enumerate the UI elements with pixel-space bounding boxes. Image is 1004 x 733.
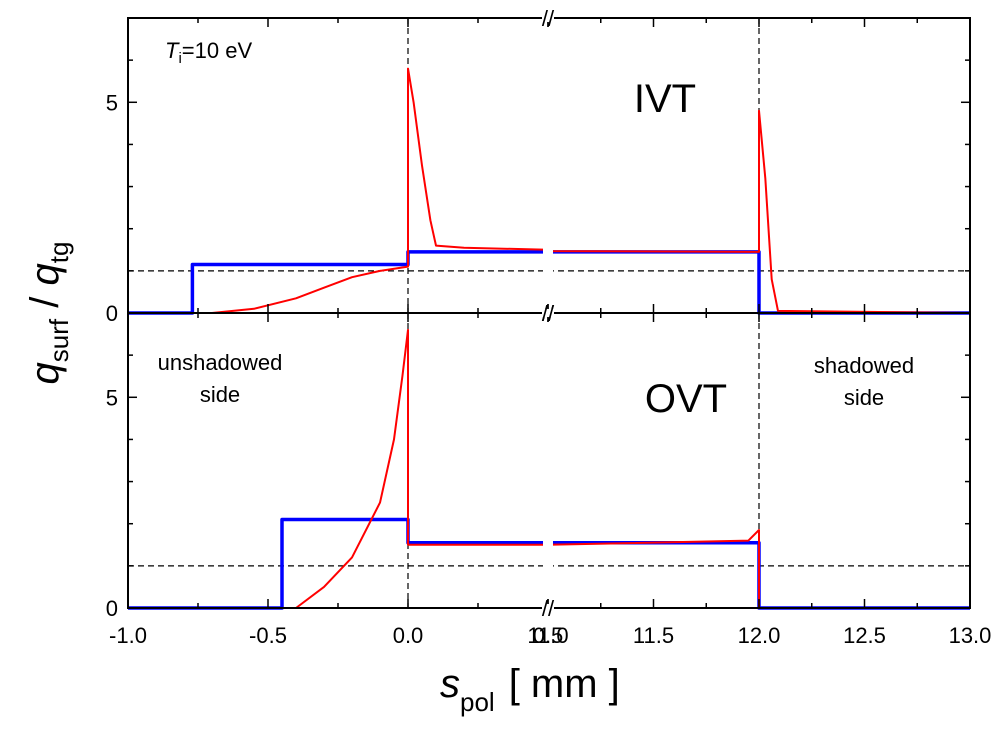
series-line-ivt-2 <box>128 67 971 314</box>
temperature-annotation: Ti=10 eV <box>165 38 252 67</box>
y-tick-label: 0 <box>106 596 118 621</box>
frame-layer: //////// <box>127 6 971 621</box>
x-tick-label: 13.0 <box>949 623 992 648</box>
x-tick-label: 12.5 <box>843 623 886 648</box>
axis-break-gap-ovt <box>543 316 553 605</box>
y-tick-label: 5 <box>106 90 118 115</box>
axis-break-gap-ivt <box>543 21 553 310</box>
axis-break-mark: // <box>542 6 555 31</box>
x-tick-label: -0.5 <box>249 623 287 648</box>
text-layer: 0 5 IVT Ti=10 eV 0 5 OVT unshadowed side shadowed… <box>23 38 991 717</box>
right-note-line: shadowed <box>814 353 914 378</box>
x-axis-title: spol[ mm ] <box>440 662 620 717</box>
x-tick-label: 0.5 <box>533 623 564 648</box>
axis-break-cover <box>542 604 554 612</box>
data-layer <box>128 21 971 610</box>
axis-break-mark: // <box>542 301 555 326</box>
series-line-ovt-2 <box>128 328 970 609</box>
panel-label-ivt: IVT <box>634 77 696 121</box>
left-note-line: side <box>200 382 240 407</box>
x-tick-label: 0.0 <box>393 623 424 648</box>
x-tick-label: 11.5 <box>633 623 674 648</box>
x-tick-label: -1.0 <box>109 623 147 648</box>
axis-break-mark: // <box>542 596 555 621</box>
y-tick-label: 5 <box>106 385 118 410</box>
y-axis-title: qsurf / qtg <box>23 242 74 385</box>
left-note-line: unshadowed <box>158 350 283 375</box>
axis-break-cover <box>542 309 554 317</box>
axis-break-cover <box>542 14 554 22</box>
x-tick-label: 11.0 <box>527 623 568 648</box>
y-tick-label: 0 <box>106 301 118 326</box>
x-tick-label: 12.0 <box>738 623 781 648</box>
right-note-line: side <box>844 385 884 410</box>
panel-label-ovt: OVT <box>645 377 727 421</box>
